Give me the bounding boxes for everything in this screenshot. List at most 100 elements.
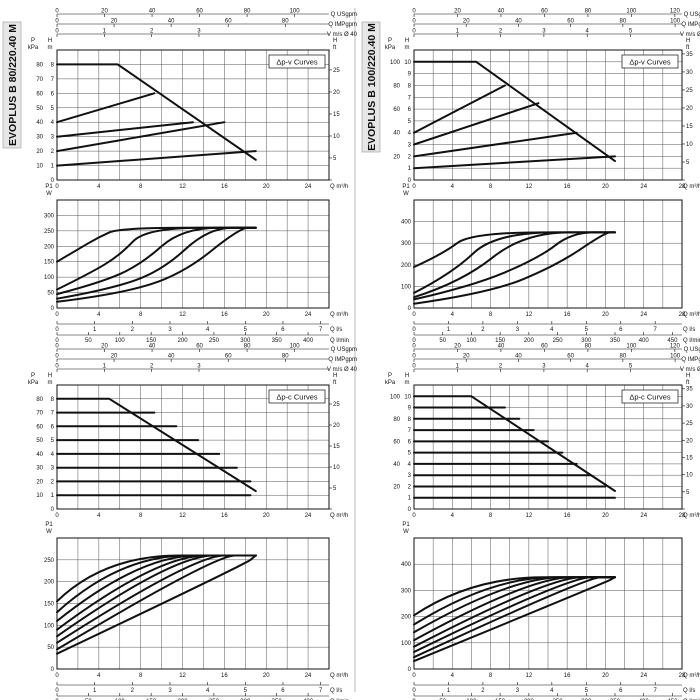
top-axis-tick-label: 5 [629,29,633,35]
bottom-axis-tick-label: 150 [146,338,157,344]
y-tick-label: 3 [408,143,412,149]
y-tick-ft-label: 25 [333,68,340,74]
top-axis-label: Q USgpm [331,347,357,353]
top-axis-tick-label: 100 [626,344,637,350]
x-tick-label: 28 [679,513,686,519]
y-axis-label-kpa: kPa [28,45,39,51]
y-tick-label: 50 [47,645,54,651]
model-name-b100: EVOPLUS B 100/220.40 M [366,23,378,151]
x-tick-label: 8 [489,673,493,679]
x-tick-label: 12 [526,312,533,318]
top-axis-tick-label: 20 [101,9,108,15]
top-axis-label: V m/s Ø 40 [327,367,358,373]
curve-b80_dpv-4 [56,63,257,161]
curve-b100_dpv-4 [413,60,616,163]
y-axis-label-p: P [388,373,392,379]
curve-type-title: Δp-v Curves [621,54,679,69]
plot-frame [56,49,330,181]
bottom-axis-tick-label: 5 [585,688,589,694]
bottom-axis-tick-label: 4 [206,688,210,694]
top-axis-tick-label: 2 [499,29,503,35]
bottom-axis-tick-label: 4 [206,327,210,333]
y-tick-kpa-label: 80 [393,417,400,423]
x-tick-label: 16 [221,184,228,190]
y-tick-label: 1 [408,496,412,502]
curve-b80_dpc_p1-2 [56,554,257,622]
top-axis-tick-label: 120 [670,9,681,15]
curve-title-text: Δp-v Curves [276,58,318,67]
y-tick-label: 6 [51,424,55,430]
y-tick-kpa-label: 30 [36,135,43,141]
x-axis-label: Q m³/h [683,184,700,190]
y-tick-kpa-label: 30 [36,466,43,472]
x-tick-label: 8 [489,312,493,318]
x-tick-label: 16 [564,513,571,519]
charts-container: 0 4 8 12 16 20 24 Q m³/h01234567810203040506070… [28,9,700,700]
top-axis-tick-label: 0 [55,354,59,360]
y-tick-label: 3 [408,473,412,479]
x-axis-label: Q m³/h [330,184,348,190]
top-axis-tick-label: 40 [149,344,156,350]
curve-b100_dpc_p1-5 [413,576,616,653]
top-axis-tick-label: 80 [620,354,627,360]
y-axis-label-p: P [388,38,392,44]
y-tick-label: 8 [51,62,55,68]
y-tick-label: 10 [404,394,411,400]
bottom-axis-tick-label: 450 [667,338,678,344]
y-tick-label: 5 [408,119,412,125]
y-tick-label: 2 [408,154,412,160]
y-tick-kpa-label: 40 [36,452,43,458]
bottom-axis-tick-label: 1 [447,327,451,333]
top-axis-tick-label: 100 [670,19,681,25]
bottom-axis-tick-label: 2 [481,327,485,333]
y-tick-label: 4 [408,131,412,137]
bottom-axis-tick-label: 5 [244,688,248,694]
y-tick-label: 400 [401,220,412,226]
y-tick-ft-label: 15 [686,455,693,461]
curve-b100_dpv-1 [413,131,578,158]
y-tick-label: 10 [404,60,411,66]
y-tick-label: 0 [408,178,412,184]
x-tick-label: 20 [263,673,270,679]
y-tick-ft-label: 5 [333,486,337,492]
top-axis-tick-label: 20 [463,354,470,360]
bottom-axis-tick-label: 4 [550,688,554,694]
y-tick-ft-label: 20 [686,106,693,112]
bottom-axis-label: Q l/s [330,688,342,694]
top-axis-tick-label: 0 [412,364,416,370]
y-axis-label-w: W [46,191,52,197]
x-tick-label: 12 [179,312,186,318]
y-tick-label: 300 [401,241,412,247]
x-tick-label: 8 [139,513,143,519]
y-axis-label-kpa: kPa [28,380,39,386]
curve-b80_dpc-0 [56,397,257,493]
curve-b100_dpv-0 [413,155,616,170]
bottom-axis-tick-label: 2 [481,688,485,694]
top-axis-tick-label: 100 [290,344,301,350]
top-axis-label: Q IMPgpm [681,22,700,28]
y-axis-label-h-right: H [686,38,690,44]
x-tick-label: 8 [139,673,143,679]
top-axis-label: V m/s Ø 40 [680,32,700,38]
top-axis-tick-label: 60 [225,354,232,360]
y-tick-label: 4 [408,462,412,468]
y-tick-kpa-label: 20 [36,149,43,155]
plot-frame [413,199,683,309]
bottom-axis-tick-label: 2 [131,688,135,694]
top-axis-tick-label: 0 [412,29,416,35]
bottom-axis-tick-label: 6 [619,327,623,333]
bottom-axis-tick-label: 300 [240,338,251,344]
x-tick-label: 24 [305,673,312,679]
y-axis-label-h: H [48,38,52,44]
curve-b80_dpc_p1-7 [56,554,257,655]
curve-b80_dpv-1 [56,121,226,153]
y-tick-label: 7 [408,95,412,101]
y-tick-label: 9 [408,406,412,412]
curve-b100_dpv_p1-2 [413,231,616,299]
y-tick-label: 150 [44,260,55,266]
top-axis-tick-label: 80 [585,344,592,350]
model-label-b100: EVOPLUS B 100/220.40 M [361,21,381,153]
